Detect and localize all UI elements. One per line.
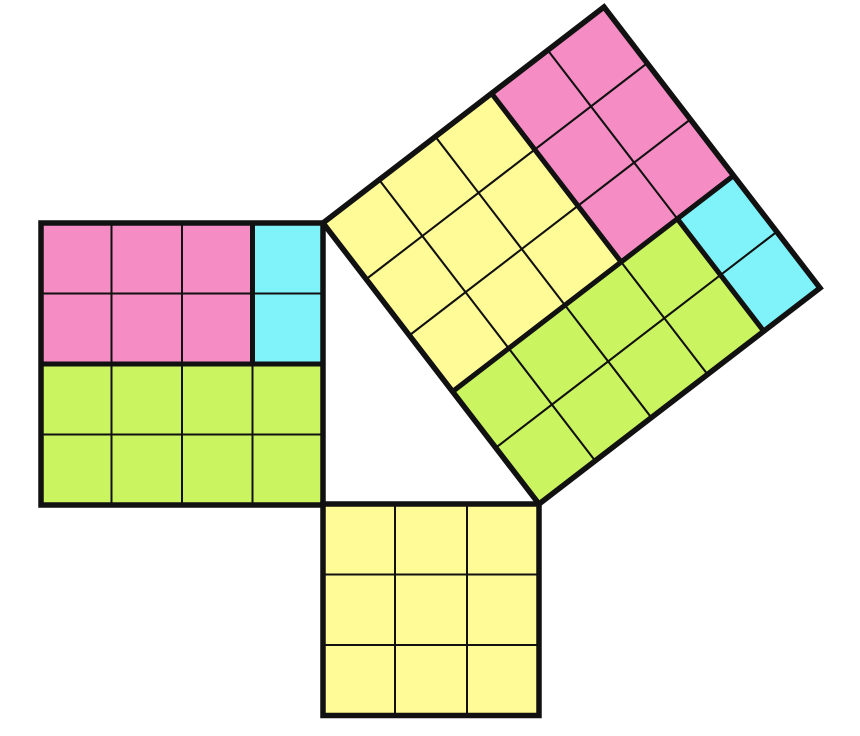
grid-cell (251, 222, 324, 295)
grid-cell (110, 433, 183, 506)
square-on-hypotenuse (319, 3, 824, 508)
grid-cell (394, 573, 468, 646)
square-outline (320, 501, 542, 719)
grid-cell (466, 503, 540, 576)
square-on-vertical-leg (38, 220, 326, 508)
square-on-horizontal-leg (320, 501, 542, 719)
grid-cell (251, 292, 324, 365)
pink-region (38, 220, 255, 367)
grid-cell (181, 363, 254, 436)
grid-cell (466, 573, 540, 646)
grid-cell (251, 433, 324, 506)
cyan-region (250, 220, 326, 367)
grid-cell (40, 292, 113, 365)
grid-cell (181, 292, 254, 365)
green-region (38, 361, 326, 508)
yellow-region (320, 501, 542, 718)
grid-cell (40, 363, 113, 436)
grid-cell (40, 433, 113, 506)
grid-cell (110, 292, 183, 365)
grid-cell (322, 644, 396, 717)
grid-cell (394, 503, 468, 576)
grid-cell (394, 644, 468, 717)
grid-cell (251, 363, 324, 436)
square-outline (319, 3, 824, 508)
grid-cell (40, 222, 113, 295)
grid-cell (110, 363, 183, 436)
grid-cell (110, 222, 183, 295)
grid-cell (322, 503, 396, 576)
grid-cell (181, 222, 254, 295)
grid-cell (466, 644, 540, 717)
grid-cell (322, 573, 396, 646)
grid-cell (181, 433, 254, 506)
